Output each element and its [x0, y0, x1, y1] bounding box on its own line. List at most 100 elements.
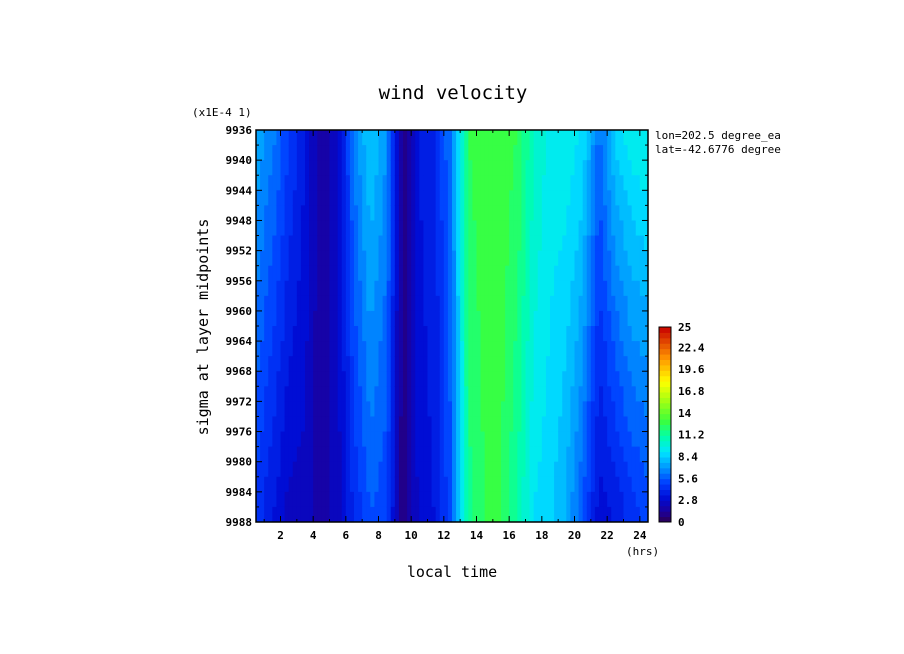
- heatmap-cell: [284, 175, 290, 191]
- heatmap-cell: [643, 130, 648, 146]
- heatmap-cell: [615, 386, 621, 402]
- heatmap-cell: [545, 386, 551, 402]
- heatmap-cell: [411, 235, 416, 252]
- heatmap-cell: [594, 190, 600, 206]
- heatmap-cell: [276, 326, 282, 342]
- x-tick-label: 14: [470, 529, 484, 542]
- x-tick-label: 10: [405, 529, 418, 542]
- heatmap-cell: [517, 160, 523, 176]
- heatmap-cell: [390, 416, 396, 433]
- heatmap-cell: [313, 265, 318, 282]
- heatmap-cell: [411, 401, 416, 418]
- heatmap-cell: [456, 235, 461, 252]
- heatmap-cell: [639, 175, 645, 191]
- heatmap-cell: [419, 310, 425, 327]
- heatmap-cell: [529, 205, 535, 222]
- heatmap-cell: [603, 145, 608, 161]
- heatmap-cell: [300, 205, 306, 222]
- heatmap-cell: [603, 356, 608, 372]
- heatmap-cell: [349, 310, 355, 327]
- heatmap-cell: [627, 190, 633, 206]
- heatmap-cell: [317, 235, 322, 252]
- heatmap-cell: [586, 401, 592, 418]
- heatmap-cell: [488, 265, 494, 282]
- heatmap-cell: [578, 310, 584, 327]
- heatmap-cell: [256, 431, 261, 448]
- heatmap-cell: [292, 130, 298, 146]
- heatmap-cell: [570, 356, 576, 372]
- heatmap-cell: [537, 145, 543, 161]
- heatmap-cell: [590, 491, 596, 508]
- heatmap-cell: [501, 265, 506, 282]
- heatmap-cell: [403, 506, 408, 522]
- heatmap-cell: [354, 310, 359, 327]
- heatmap-cell: [427, 446, 433, 463]
- heatmap-cell: [268, 205, 273, 222]
- heatmap-cell: [570, 506, 576, 522]
- heatmap-cell: [554, 280, 559, 297]
- heatmap-cell: [296, 295, 302, 312]
- heatmap-cell: [419, 326, 425, 342]
- heatmap-cell: [607, 431, 612, 448]
- heatmap-cell: [611, 190, 616, 206]
- heatmap-cell: [382, 280, 388, 297]
- heatmap-cell: [292, 401, 298, 418]
- heatmap-cell: [599, 416, 604, 433]
- heatmap-cell: [529, 295, 535, 312]
- heatmap-cell: [521, 310, 527, 327]
- heatmap-cell: [305, 356, 310, 372]
- heatmap-cell: [321, 190, 327, 206]
- heatmap-cell: [570, 235, 576, 252]
- heatmap-cell: [345, 265, 351, 282]
- heatmap-cell: [264, 160, 269, 176]
- heatmap-cell: [300, 310, 306, 327]
- heatmap-cell: [472, 326, 478, 342]
- heatmap-cell: [300, 431, 306, 448]
- heatmap-cell: [337, 235, 343, 252]
- heatmap-cell: [529, 506, 535, 522]
- colorbar-band: [659, 332, 671, 339]
- heatmap-cell: [321, 506, 327, 522]
- heatmap-cell: [492, 190, 498, 206]
- heatmap-cell: [517, 295, 523, 312]
- heatmap-cell: [264, 130, 269, 146]
- heatmap-cell: [501, 371, 506, 387]
- heatmap-cell: [329, 235, 335, 252]
- heatmap-cell: [558, 506, 563, 522]
- y-axis-label: sigma at layer midpoints: [194, 219, 212, 436]
- heatmap-cell: [284, 506, 290, 522]
- heatmap-cell: [280, 401, 286, 418]
- heatmap-cell: [370, 190, 376, 206]
- heatmap-cell: [260, 175, 265, 191]
- heatmap-cell: [537, 235, 543, 252]
- colorbar-band: [659, 359, 671, 366]
- heatmap-cell: [292, 371, 298, 387]
- y-tick-label: 9940: [226, 154, 253, 167]
- heatmap-cell: [366, 310, 371, 327]
- heatmap-cell: [366, 506, 371, 522]
- heatmap-cell: [631, 220, 637, 237]
- colorbar-band: [659, 440, 671, 447]
- heatmap-cell: [435, 175, 441, 191]
- heatmap-cell: [550, 431, 555, 448]
- heatmap-cell: [517, 145, 523, 161]
- heatmap-cell: [443, 461, 449, 478]
- heatmap-cell: [280, 220, 286, 237]
- heatmap-cell: [260, 356, 265, 372]
- heatmap-cell: [296, 386, 302, 402]
- heatmap-cell: [296, 310, 302, 327]
- heatmap-cell: [562, 145, 567, 161]
- heatmap-cell: [472, 175, 478, 191]
- heatmap-cell: [619, 431, 625, 448]
- heatmap-cell: [309, 160, 314, 176]
- heatmap-cell: [627, 250, 633, 267]
- heatmap-cell: [619, 506, 625, 522]
- colorbar-band: [659, 516, 671, 523]
- heatmap-cell: [566, 250, 572, 267]
- heatmap-cell: [643, 371, 648, 387]
- heatmap-cell: [480, 280, 486, 297]
- heatmap-cell: [643, 386, 648, 402]
- heatmap-cell: [570, 461, 576, 478]
- heatmap-cell: [423, 235, 429, 252]
- heatmap-cell: [423, 145, 429, 161]
